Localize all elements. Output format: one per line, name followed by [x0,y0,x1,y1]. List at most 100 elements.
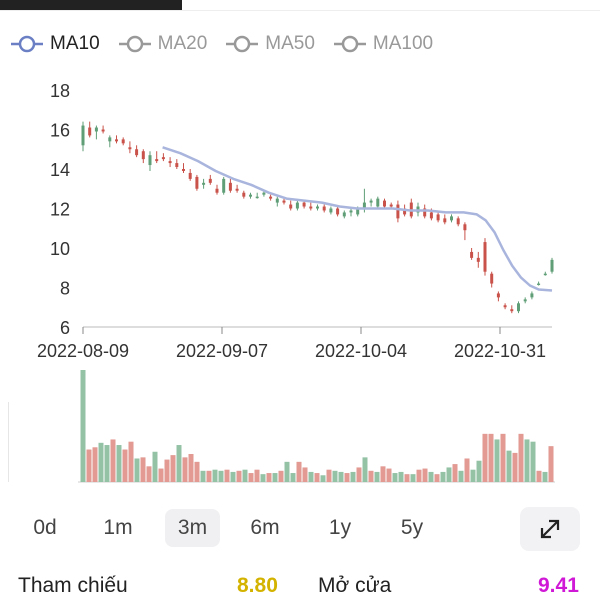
x-tick-label: 2022-10-04 [315,341,407,361]
candle-body [81,125,85,146]
candle-body [376,198,380,207]
legend-label-ma20: MA20 [157,33,208,54]
volume-bar [344,473,350,482]
range-3m[interactable]: 3m [165,509,220,547]
volume-bar [200,470,206,482]
volume-bar [404,474,410,482]
legend-marker-icon [118,35,151,53]
candle-body [302,202,306,207]
volume-bar [302,467,308,482]
active-tab-indicator [0,0,182,10]
x-tick-label: 2022-08-09 [37,341,129,361]
y-tick-label: 8 [60,279,70,299]
volume-bar [488,433,494,482]
x-tick-label: 2022-09-07 [176,341,268,361]
candle-body [436,214,440,221]
candle-body [195,176,199,189]
candle-body [255,196,259,199]
volume-bar [416,469,422,482]
volume-bar [530,441,536,482]
legend-label-ma100: MA100 [372,33,434,54]
volume-bar [422,468,428,482]
volume-bar [152,451,158,482]
price-chart[interactable]: 18 16 14 12 10 8 6 2022-08-09 2022-09-07 2022-10-… [0,60,600,490]
candle-body [262,192,266,195]
range-6m[interactable]: 6m [250,516,280,539]
candle-body [222,178,226,193]
candle-body [202,182,206,185]
candle-body [115,139,118,142]
candle-body [188,172,192,179]
volume-bar [194,461,200,482]
volume-bar [98,442,104,482]
volume-bar [308,471,314,482]
range-0d[interactable]: 0d [33,516,57,539]
volume-bar [482,433,488,482]
legend-item-ma20[interactable]: MA20 [118,33,208,55]
volume-bar [536,470,542,482]
volume-bar [446,467,452,482]
range-1m[interactable]: 1m [103,516,133,539]
legend-item-ma100[interactable]: MA100 [333,33,433,55]
ma10-line [162,146,553,292]
legend-marker-icon [333,35,366,53]
volume-bar [128,441,134,482]
volume-bar [158,468,164,482]
volume-bar [110,439,116,482]
ref-price-label: Tham chiếu [18,574,128,597]
volume-bar [230,471,236,482]
candle-body [369,200,373,203]
ma-legend: MA10 MA20 MA50 MA100 [10,30,451,58]
candle-body [316,206,319,209]
candle-body [228,182,232,191]
candle-body [208,178,212,183]
volume-bar [80,370,86,482]
candle-body [141,151,145,160]
candle-body [329,208,333,213]
volume-bar [272,473,278,482]
volume-bar [236,470,242,482]
volume-bar [134,458,140,482]
range-5y[interactable]: 5y [400,516,424,539]
volume-bar [122,449,128,482]
candle-body [530,293,534,298]
legend-item-ma10[interactable]: MA10 [10,33,100,55]
volume-bar [224,469,230,482]
volume-bar [500,433,506,482]
candle-body [269,196,273,199]
legend-marker-icon [226,35,259,53]
volume-bar [188,454,194,482]
open-price-value: 9.41 [538,574,579,597]
candle-body [443,218,447,223]
candle-body [182,169,185,171]
volume-bar [518,433,524,482]
legend-item-ma50[interactable]: MA50 [225,33,315,55]
candle-body [128,147,132,150]
range-1y[interactable]: 1y [328,516,352,539]
volume-bar [86,449,92,482]
candle-body [356,208,360,215]
volume-bar [254,469,260,482]
volume-bar [146,466,152,482]
volume-bar [278,470,284,482]
volume-bar [140,457,146,482]
candle-body [503,305,507,308]
volume-bar [212,469,218,482]
volume-bar [512,452,518,482]
candle-body [148,155,152,166]
candle-body [94,127,98,132]
candle-body [309,206,313,209]
candle-body [463,224,467,231]
candle-body [510,309,514,312]
volume-bar [548,446,554,482]
volume-bar [326,469,332,482]
candle-body [249,194,252,197]
candle-body [121,139,125,144]
volume-bar [296,461,302,482]
volume-bar [248,473,254,482]
volume-bar [464,458,470,482]
volume-bar [314,473,320,482]
candle-body [429,212,433,219]
candle-body [362,202,366,209]
expand-button[interactable] [520,507,580,551]
